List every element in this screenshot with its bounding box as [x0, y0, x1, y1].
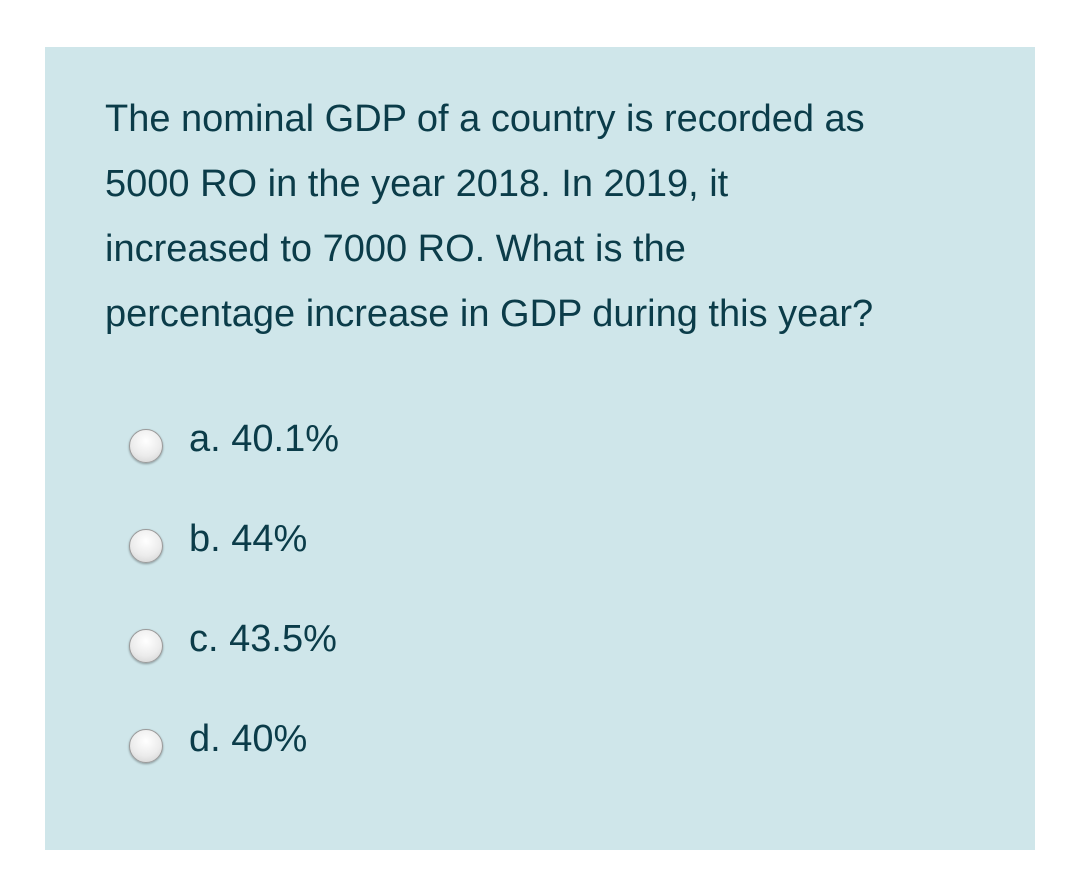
question-line: increased to 7000 RO. What is the	[105, 228, 686, 270]
radio-button-b[interactable]	[129, 529, 163, 563]
answer-label-a: a. 40.1%	[189, 418, 339, 460]
answer-label-b: b. 44%	[189, 518, 308, 560]
radio-button-a[interactable]	[129, 429, 163, 463]
answer-label-d: d. 40%	[189, 718, 308, 760]
question-line: 5000 RO in the year 2018. In 2019, it	[105, 163, 729, 205]
question-line: The nominal GDP of a country is recorded…	[105, 98, 865, 140]
question-text: The nominal GDP of a country is recorded…	[105, 87, 1005, 347]
radio-button-d[interactable]	[129, 729, 163, 763]
answer-label-c: c. 43.5%	[189, 618, 337, 660]
question-card: The nominal GDP of a country is recorded…	[45, 47, 1035, 850]
radio-button-c[interactable]	[129, 629, 163, 663]
question-line: percentage increase in GDP during this y…	[105, 293, 874, 335]
